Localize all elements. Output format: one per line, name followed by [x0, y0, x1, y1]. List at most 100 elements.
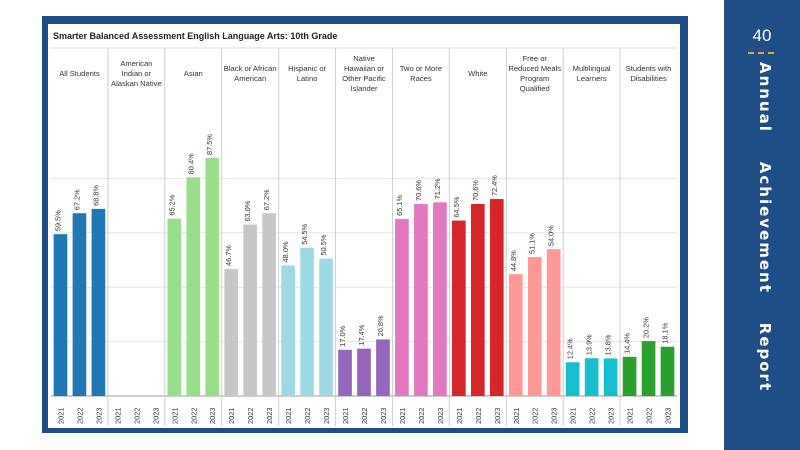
data-label: 72.4%: [490, 175, 499, 196]
bar: [243, 224, 258, 396]
group-label-line: Reduced Meals: [508, 64, 561, 73]
bar: [584, 358, 599, 396]
year-tick-label: 2022: [417, 408, 426, 424]
bar: [433, 202, 447, 396]
group-label-line: Indian or: [122, 69, 152, 78]
year-tick-label: 2021: [170, 408, 179, 424]
group-label-line: Hawaiian or: [344, 64, 385, 73]
data-label: 70.6%: [471, 180, 480, 201]
year-tick-label: 2023: [322, 408, 331, 424]
group-label: Multilingual Learners: [573, 64, 611, 83]
data-label: 13.9%: [585, 334, 594, 355]
group-label-line: American: [120, 59, 152, 68]
data-label: 71.2%: [433, 178, 442, 199]
group-label-line: American: [234, 74, 266, 83]
bar: [262, 213, 276, 396]
year-tick-label: 2022: [360, 408, 369, 424]
data-label: 20.8%: [376, 315, 385, 336]
side-panel: 40 Annual Achievement Report: [724, 0, 800, 450]
year-tick-label: 2022: [474, 408, 483, 424]
group-label-line: Free or: [522, 54, 547, 63]
bar: [376, 339, 390, 396]
group-label-line: Races: [410, 74, 432, 83]
group-label-line: Students with: [626, 64, 672, 73]
data-label: 64.5%: [452, 196, 461, 217]
bar: [53, 234, 68, 396]
year-tick-label: 2023: [436, 408, 445, 424]
data-label: 65.1%: [395, 195, 404, 216]
data-label: 51.1%: [528, 233, 537, 254]
group-label-line: Alaskan Native: [111, 79, 162, 88]
data-label: 20.2%: [642, 317, 651, 338]
data-label: 67.2%: [262, 189, 271, 210]
year-tick-label: 2022: [189, 408, 198, 424]
year-tick-label: 2021: [341, 408, 350, 424]
year-tick-label: 2023: [493, 408, 502, 424]
bar: [167, 218, 182, 396]
year-tick-label: 2021: [626, 408, 635, 424]
group-label-line: Latino: [297, 74, 318, 83]
bar-chart: Smarter Balanced Assessment English Lang…: [51, 31, 677, 426]
group-label: Black or African American: [224, 64, 277, 83]
group-label: Hispanic or Latino: [288, 64, 326, 83]
data-label: 68.8%: [91, 184, 100, 205]
bar: [622, 356, 637, 396]
bar: [603, 358, 618, 396]
data-label: 63.0%: [243, 200, 252, 221]
bar: [489, 199, 504, 396]
data-label: 17.0%: [338, 325, 347, 346]
year-tick-label: 2021: [227, 408, 236, 424]
bar: [205, 158, 220, 396]
bar: [414, 203, 428, 396]
bar: [72, 213, 87, 396]
data-label: 44.8%: [509, 250, 518, 271]
year-tick-label: 2023: [151, 408, 160, 424]
group-label: Free or Reduced Meals Program Qualified: [508, 54, 561, 93]
bar: [319, 258, 333, 396]
data-label: 46.7%: [224, 245, 233, 266]
group-label-line: Islander: [350, 84, 377, 93]
year-tick-label: 2022: [246, 408, 255, 424]
group-label-line: Multilingual: [573, 64, 611, 73]
data-label: 17.4%: [357, 324, 366, 345]
year-tick-label: 2021: [113, 408, 122, 424]
group-label: Two or More Races: [400, 64, 442, 83]
group-label-line: Program: [520, 74, 549, 83]
bar: [186, 177, 201, 396]
bar: [527, 257, 542, 396]
data-label: 70.6%: [414, 180, 423, 201]
year-tick-label: 2021: [512, 408, 521, 424]
group-label-line: Qualified: [520, 84, 550, 93]
data-label: 87.5%: [205, 134, 214, 155]
bar: [357, 348, 371, 396]
year-tick-label: 2022: [132, 408, 141, 424]
year-tick-label: 2023: [607, 408, 616, 424]
group-label-line: All Students: [59, 69, 100, 78]
group-label-line: Other Pacific: [342, 74, 386, 83]
group-label: White: [468, 69, 487, 78]
year-tick-label: 2021: [284, 408, 293, 424]
year-tick-label: 2023: [208, 408, 217, 424]
bar: [224, 268, 239, 396]
year-tick-label: 2023: [94, 408, 103, 424]
data-label: 80.4%: [186, 153, 195, 174]
page-number: 40: [752, 26, 772, 45]
year-tick-label: 2022: [588, 408, 597, 424]
group-label: American Indian or Alaskan Native: [111, 59, 162, 88]
data-label: 18.1%: [661, 322, 670, 343]
data-label: 12.4%: [566, 338, 575, 359]
data-label: 50.5%: [319, 234, 328, 255]
bar: [338, 349, 352, 396]
year-tick-label: 2021: [56, 408, 65, 424]
group-label-line: Black or African: [224, 64, 277, 73]
data-label: 13.8%: [604, 334, 613, 355]
bar: [91, 208, 106, 396]
data-label: 67.2%: [72, 189, 81, 210]
bar: [452, 220, 466, 396]
year-tick-label: 2022: [531, 408, 540, 424]
group-label-line: White: [468, 69, 487, 78]
data-label: 65.2%: [167, 194, 176, 215]
group-label: Students with Disabilities: [626, 64, 672, 83]
bar: [281, 265, 295, 396]
bar: [470, 203, 485, 396]
